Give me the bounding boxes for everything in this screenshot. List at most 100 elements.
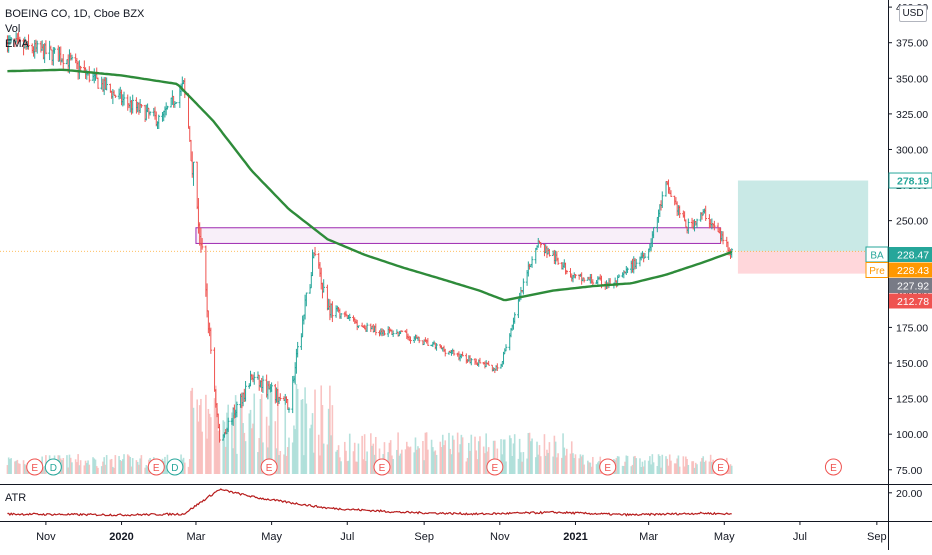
volume-bar [709,454,712,474]
volume-bar [657,454,660,474]
volume-bar [112,466,114,474]
volume-bar [226,412,228,474]
volume-bar [278,455,280,474]
earnings-marker [373,458,391,476]
volume-bar [25,465,27,474]
symbol-title[interactable]: BOEING CO, 1D, Cboe BZX [5,8,145,20]
volume-bar [210,417,212,474]
volume-bar [233,414,236,474]
volume-bar [270,389,273,474]
volume-bar [131,458,134,474]
volume-bar [19,463,21,474]
volume-bar [95,466,98,474]
volume-bar [660,467,662,474]
volume-bar [531,438,533,474]
volume-bar [279,450,282,474]
volume-bar [140,455,143,474]
volume-bar [440,447,443,474]
volume-bar [644,460,646,474]
volume-bar [136,461,139,474]
volume-bar [383,442,386,474]
volume-bar [69,457,72,474]
volume-bar [236,453,238,474]
volume-bar [343,441,346,474]
volume-bar [415,449,418,474]
long-position-box[interactable] [0,180,888,274]
profit-zone [737,180,869,252]
volume-bar [574,454,577,474]
volume-bar [337,445,340,474]
volume-bar [616,456,619,474]
currency-badge[interactable]: USD [899,5,927,22]
volume-bar [458,452,460,474]
resistance-zone[interactable] [195,227,722,244]
earnings-marker-label: E [153,463,160,474]
volume-bar [239,404,242,474]
volume-bar [687,464,690,474]
volume-bar [424,432,427,474]
price-tick-label: 100.00 [896,429,928,441]
volume-bar [250,428,253,474]
last-prefix-label: BA [870,251,884,262]
volume-bar [285,455,288,474]
volume-bar [708,461,711,474]
volume-bar [536,441,538,474]
volume-bar [205,394,207,474]
ema-indicator-label[interactable]: EMA [5,38,29,50]
volume-bar [647,460,650,474]
volume-bars [6,381,733,474]
atr-tick-label: 20.00 [896,488,922,500]
volume-bar [105,455,108,474]
volume-bar [565,448,568,474]
volume-bar [17,463,20,474]
price-tick-label: 125.00 [896,394,928,406]
volume-bar [665,456,667,474]
volume-bar [621,465,624,474]
volume-bar [477,441,480,474]
vol-indicator-label[interactable]: Vol [5,23,21,35]
volume-bar [389,440,392,474]
volume-bar [121,459,124,474]
volume-bar [430,439,433,474]
volume-bar [67,467,70,474]
volume-bar [303,455,305,474]
volume-bar [353,442,356,474]
volume-bar [314,389,316,474]
volume-bar [729,464,732,474]
volume-bar [365,460,367,474]
volume-bar [336,449,339,474]
price-tick-label: 300.00 [896,144,928,156]
volume-bar [590,466,593,474]
volume-bar [513,434,516,474]
time-axis[interactable]: Nov 2020 Mar May Jul Sep Nov 2021 Mar May Jul Sep [36,521,887,543]
volume-bar [244,441,247,474]
volume-bar [512,443,515,474]
atr-indicator-label[interactable]: ATR [5,492,27,504]
volume-bar [192,407,195,474]
volume-bar [248,413,251,474]
volume-bar [492,440,495,474]
volume-bar [694,462,697,474]
volume-bar [104,464,107,474]
volume-bar [397,432,399,474]
volume-bar [191,387,194,474]
volume-bar [249,409,252,474]
volume-bar [564,455,567,474]
volume-bar [699,461,702,474]
earnings-marker-label: E [717,463,724,474]
chart-legend: BOEING CO, 1D, Cboe BZX Vol EMA [5,7,144,52]
volume-bar [650,464,652,474]
pre-prefix-box [865,262,889,278]
pre-prefix-label: Pre [869,266,885,277]
volume-bar [187,466,190,474]
earnings-marker [260,458,278,476]
time-tick-label: Sep [867,531,887,543]
target-price-label: 278.19 [897,176,929,188]
volume-bar [683,466,686,474]
volume-bar [413,452,416,474]
volume-bar [658,455,661,474]
volume-bar [190,390,192,474]
volume-bar [347,460,350,474]
